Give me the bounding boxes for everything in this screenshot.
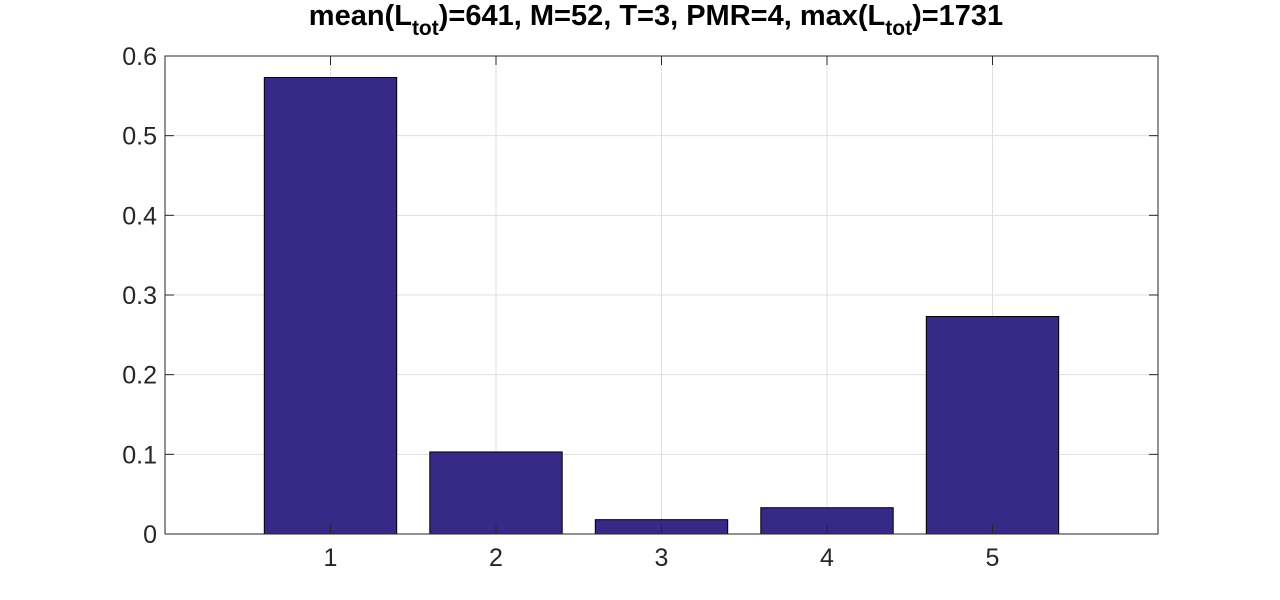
y-tick-label: 0.4 [122, 202, 157, 230]
y-tick-label: 0.3 [122, 282, 157, 310]
y-tick-label: 0.1 [122, 441, 157, 469]
y-tick-label: 0.5 [122, 123, 157, 151]
title-text: )=641, M=52, T=3, PMR=4, max(L [438, 0, 886, 32]
title-text: mean(L [308, 0, 412, 32]
chart-title: mean(Ltot)=641, M=52, T=3, PMR=4, max(Lt… [0, 0, 1280, 39]
x-tick-label: 3 [655, 544, 669, 572]
y-tick-label: 0.6 [122, 43, 157, 71]
y-tick-label: 0.2 [122, 362, 157, 390]
title-subscript: tot [885, 17, 913, 40]
bar-2 [429, 451, 563, 535]
x-tick-label: 2 [489, 544, 503, 572]
tick-marks [165, 55, 1158, 535]
x-tick-label: 5 [986, 544, 1000, 572]
x-tick-label: 4 [820, 544, 834, 572]
title-text: )=1731 [912, 0, 1004, 32]
bar-1 [263, 77, 398, 535]
y-tick-label: 0 [143, 521, 157, 549]
bar-5 [925, 316, 1060, 535]
x-tick-label: 1 [324, 544, 338, 572]
title-subscript: tot [411, 17, 439, 40]
tick-labels: 0 0.1 0.2 0.3 0.4 0.5 0.6 1 2 3 4 5 [122, 43, 999, 572]
bars [263, 77, 1060, 535]
